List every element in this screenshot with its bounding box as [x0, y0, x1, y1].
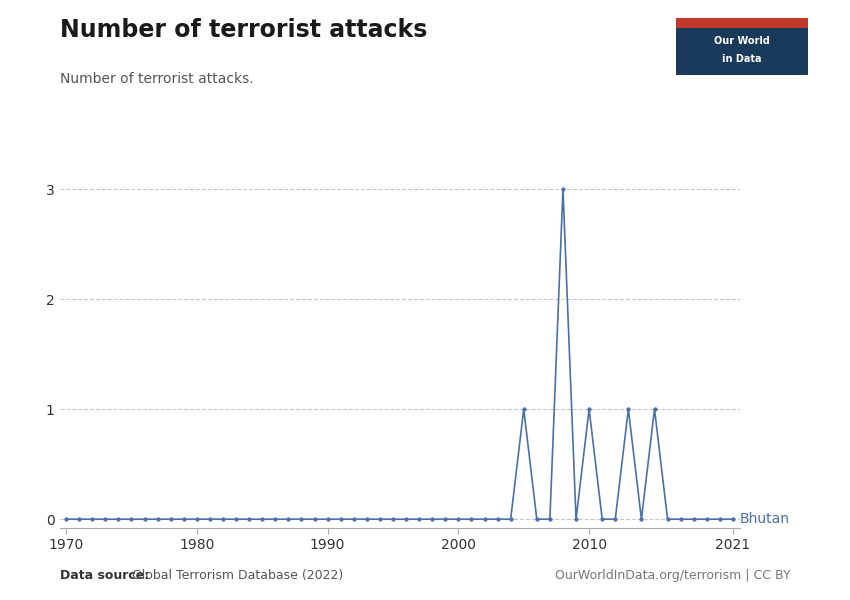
Text: Global Terrorism Database (2022): Global Terrorism Database (2022) [132, 569, 343, 582]
Text: OurWorldInData.org/terrorism | CC BY: OurWorldInData.org/terrorism | CC BY [555, 569, 791, 582]
Text: Data source:: Data source: [60, 569, 153, 582]
Text: Number of terrorist attacks: Number of terrorist attacks [60, 18, 427, 42]
Text: Number of terrorist attacks.: Number of terrorist attacks. [60, 72, 253, 86]
Text: Our World: Our World [714, 36, 769, 46]
Text: Bhutan: Bhutan [740, 512, 790, 526]
Text: in Data: in Data [722, 54, 762, 64]
